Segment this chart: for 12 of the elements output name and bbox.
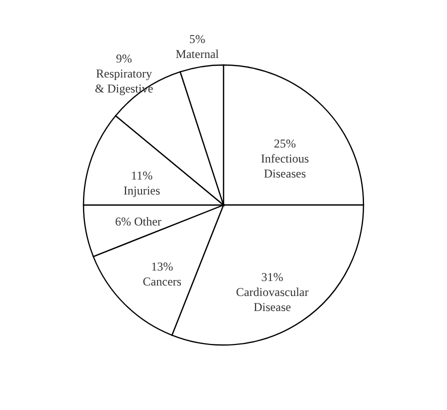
data-label: 11% [131, 168, 153, 183]
data-label: 5% [189, 32, 206, 46]
slice-label: Cancers [142, 274, 182, 288]
slice-label: Injuries [124, 184, 160, 198]
slice-label: Infectious Diseases [260, 152, 310, 181]
slice-label: Maternal [176, 47, 220, 62]
data-label: 25% [274, 136, 296, 151]
data-label: 31% [261, 270, 284, 284]
slice-label: 6% Other [115, 214, 162, 228]
data-label: 9% [116, 52, 132, 66]
data-label: 13% [151, 259, 174, 274]
slice-label: Cardiovascular Disease [236, 284, 309, 314]
